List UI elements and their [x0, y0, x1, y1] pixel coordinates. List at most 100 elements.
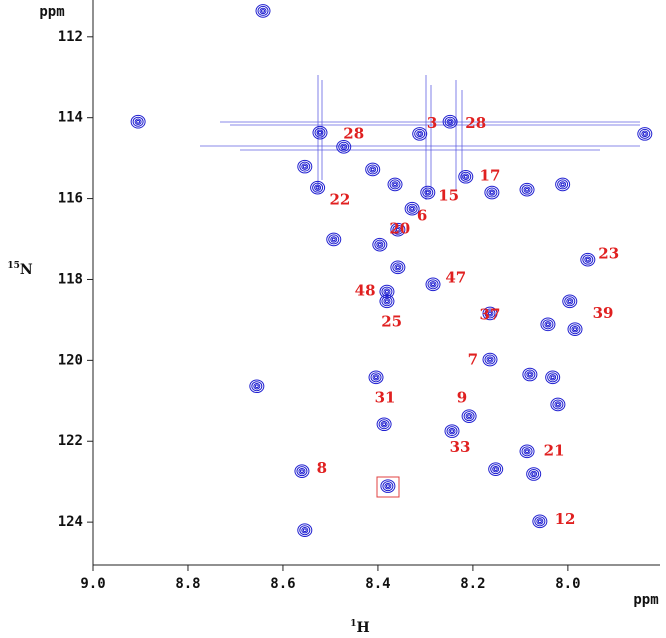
peak-contour — [369, 166, 377, 173]
peak-label: 28 — [343, 125, 364, 143]
peak-contour — [406, 203, 418, 214]
peak-contour — [391, 181, 399, 188]
peak-contour — [550, 375, 555, 380]
peak-label: 12 — [555, 510, 576, 528]
peak-contour — [340, 143, 348, 151]
peak-contour — [314, 184, 322, 191]
x-tick-label: 8.4 — [365, 576, 390, 592]
peak-contour — [370, 372, 382, 383]
peak-contour — [482, 306, 498, 321]
peak-contour — [444, 424, 460, 438]
peak-contour — [374, 375, 379, 380]
peak-contour — [392, 224, 404, 235]
peak-contour — [526, 371, 534, 378]
peak-contour — [297, 523, 313, 538]
peak-contour — [382, 422, 387, 427]
y-tick-label: 122 — [58, 433, 83, 449]
y-tick-label: 112 — [58, 29, 83, 45]
peak-contour — [389, 179, 401, 190]
peak-contour — [381, 296, 393, 307]
x-tick-label: 8.8 — [175, 576, 200, 592]
peak-contour — [488, 189, 496, 196]
peak-contour — [385, 484, 390, 488]
peak-contour — [537, 519, 542, 524]
peak-contour — [467, 414, 472, 419]
peak-contour — [336, 140, 352, 154]
peak-contour — [251, 381, 263, 392]
peak-contour — [368, 370, 384, 385]
peak-contour — [566, 298, 574, 305]
peak-label: 28 — [465, 114, 486, 132]
peak-contour — [458, 169, 474, 184]
peak-contour — [130, 114, 146, 129]
peak-contour — [382, 481, 394, 492]
y-tick-label: 116 — [58, 191, 83, 207]
peak-contour — [383, 288, 391, 295]
peak-contour — [552, 399, 564, 410]
peak-label: 31 — [375, 388, 396, 406]
peak-contour — [493, 467, 498, 471]
peak-contour — [461, 409, 477, 423]
peak-contour — [134, 118, 142, 125]
peak-contour — [380, 479, 396, 493]
peak-contour — [554, 401, 562, 408]
peak-contour — [331, 237, 336, 242]
peak-contour — [299, 469, 304, 474]
peak-contour — [584, 256, 592, 263]
peak-contour — [379, 284, 395, 299]
peak-contour — [484, 185, 500, 200]
peak-contour — [547, 372, 559, 383]
peak-contour — [446, 426, 458, 437]
peak-contour — [465, 412, 473, 420]
peak-contour — [564, 296, 576, 307]
peak-label: 7 — [468, 350, 478, 368]
peak-contour — [383, 298, 391, 305]
peak-contour — [249, 379, 265, 394]
peak-contour — [450, 429, 455, 433]
peak-contour — [525, 449, 530, 454]
peak-contour — [519, 444, 535, 459]
peak-contour — [257, 5, 269, 16]
peak-contour — [380, 421, 388, 428]
peak-contour — [448, 427, 456, 435]
peak-contour — [412, 127, 428, 141]
peak-contour — [555, 402, 560, 407]
peak-contour — [384, 289, 389, 294]
x-label-sup: 1 — [350, 619, 356, 629]
peak-contour — [384, 299, 389, 304]
peak-contour — [376, 241, 384, 248]
peak-contour — [489, 190, 494, 195]
peak-contour — [484, 308, 496, 319]
peak-contour — [410, 206, 415, 211]
peak-contour — [378, 419, 390, 430]
peak-contour — [567, 322, 583, 337]
peak-contour — [545, 322, 550, 327]
peak-contour — [572, 327, 577, 332]
peak-contour — [314, 127, 326, 138]
y-unit: ppm — [39, 4, 64, 20]
peak-contour — [370, 167, 375, 172]
peak-contour — [414, 128, 426, 139]
peak-contour — [641, 130, 649, 138]
peak-contour — [487, 311, 492, 316]
peak-contour — [531, 472, 536, 476]
peak-contour — [367, 164, 379, 175]
peak-contour — [488, 462, 504, 476]
peak-label: 3 — [427, 114, 437, 132]
x-tick-label: 8.2 — [460, 576, 485, 592]
peak-contour — [486, 187, 498, 198]
peak-label: 23 — [598, 244, 619, 262]
peak-contour — [312, 182, 324, 193]
peak-contour — [559, 181, 567, 188]
peak-contour — [424, 189, 432, 196]
peak-contour — [448, 119, 453, 124]
peak-contour — [387, 177, 403, 192]
peak-contour — [525, 187, 530, 192]
peak-contour — [571, 326, 579, 333]
peak-label: 21 — [544, 441, 565, 459]
peak-contour — [390, 260, 406, 275]
peak-label: 6 — [417, 206, 427, 224]
peak-contour — [316, 129, 324, 136]
peak-contour — [338, 141, 350, 152]
